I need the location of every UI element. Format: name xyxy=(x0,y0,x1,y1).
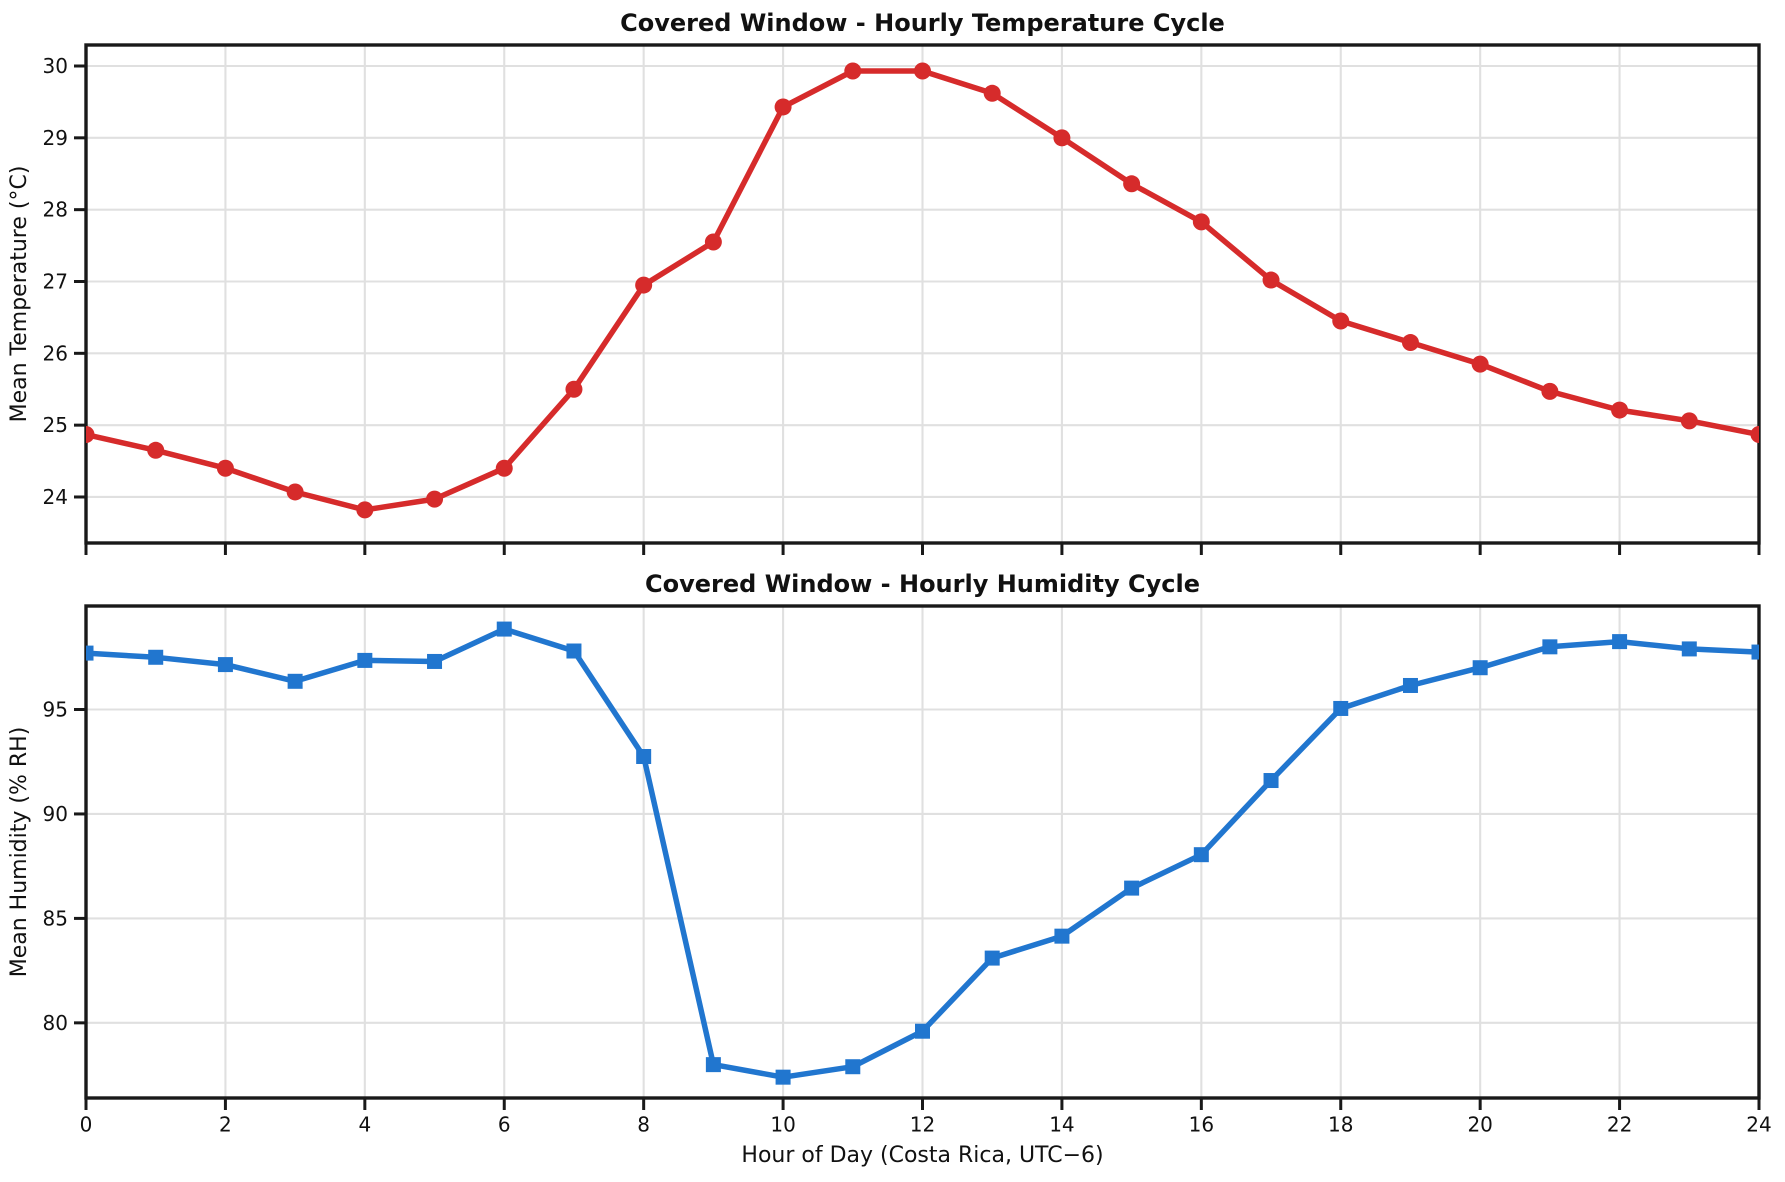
x-tick-labels: 0 2 4 6 8 10 12 14 16 18 20 22 24 xyxy=(80,1113,1772,1137)
humidity-data-point xyxy=(1612,634,1628,650)
x-tick-label: 24 xyxy=(1746,1113,1771,1137)
y-tick-label: 27 xyxy=(43,269,68,293)
temperature-data-point xyxy=(1262,271,1280,289)
y-tick-label: 85 xyxy=(43,906,68,930)
y-tick-label: 25 xyxy=(43,413,68,437)
x-tick-label: 4 xyxy=(358,1113,371,1137)
humidity-data-point xyxy=(1124,880,1140,896)
humidity-data-point xyxy=(357,652,373,668)
humidity-data-point xyxy=(1402,677,1418,693)
x-tick-label: 18 xyxy=(1328,1113,1353,1137)
temperature-data-point xyxy=(216,459,234,477)
x-tick-label: 10 xyxy=(770,1113,795,1137)
temperature-tick-marks xyxy=(74,64,1761,555)
y-tick-label: 28 xyxy=(43,198,68,222)
temperature-data-point xyxy=(774,98,792,116)
humidity-data-point xyxy=(1542,639,1558,655)
x-tick-label: 12 xyxy=(910,1113,935,1137)
temperature-data-point xyxy=(1471,355,1489,373)
y-tick-label: 80 xyxy=(43,1011,68,1035)
temperature-data-point xyxy=(1053,129,1071,147)
temperature-data-point xyxy=(86,425,95,443)
humidity-data-point xyxy=(427,653,443,669)
temperature-data-point xyxy=(286,483,304,501)
temperature-data-point xyxy=(1192,213,1210,231)
temperature-data-point xyxy=(495,459,513,477)
humidity-chart-title: Covered Window - Hourly Humidity Cycle xyxy=(645,570,1200,598)
x-tick-label: 14 xyxy=(1049,1113,1074,1137)
y-tick-label: 30 xyxy=(43,54,68,78)
humidity-y-tick-labels: 80 85 90 95 xyxy=(43,698,68,1035)
temperature-data-point xyxy=(1401,334,1419,352)
temperature-data-point xyxy=(1541,382,1559,400)
humidity-data-point xyxy=(1263,773,1279,789)
x-axis-label: Hour of Day (Costa Rica, UTC−6) xyxy=(741,1143,1103,1168)
temperature-chart: 24 25 26 27 28 29 30 Covered Window - Hourly T… xyxy=(7,9,1761,555)
humidity-data-point xyxy=(1751,644,1759,660)
temperature-data-point xyxy=(635,276,653,294)
humidity-y-axis-label: Mean Humidity (% RH) xyxy=(7,727,32,978)
temperature-data-point xyxy=(356,501,374,519)
humidity-data-point xyxy=(636,749,652,765)
temperature-y-axis-label: Mean Temperature (°C) xyxy=(7,166,32,423)
humidity-chart: 80 85 90 95 Covered Window - Hourly Humidit… xyxy=(7,570,1761,1110)
x-tick-label: 6 xyxy=(498,1113,511,1137)
x-tick-label: 22 xyxy=(1607,1113,1632,1137)
humidity-data-point xyxy=(915,1023,930,1039)
temperature-data-point xyxy=(704,233,722,251)
humidity-gridlines xyxy=(86,606,1759,1098)
temperature-data-point xyxy=(565,380,583,398)
temperature-chart-title: Covered Window - Hourly Temperature Cycl… xyxy=(620,9,1225,37)
humidity-data-point xyxy=(1472,660,1488,676)
temperature-gridlines xyxy=(86,45,1759,543)
humidity-data-point xyxy=(496,621,512,637)
humidity-plot-border xyxy=(84,604,1761,1100)
humidity-data-point xyxy=(1681,641,1697,657)
humidity-data-point xyxy=(1054,928,1070,944)
x-tick-label: 0 xyxy=(80,1113,93,1137)
x-tick-label: 2 xyxy=(219,1113,232,1137)
humidity-data-point xyxy=(705,1057,721,1073)
humidity-data-point xyxy=(775,1069,791,1085)
humidity-data-point xyxy=(86,645,94,661)
humidity-tick-marks xyxy=(74,708,1761,1110)
humidity-data-point xyxy=(984,950,1000,966)
temperature-data-point xyxy=(1680,412,1698,430)
humidity-data-point xyxy=(287,673,303,689)
x-tick-label: 20 xyxy=(1467,1113,1492,1137)
humidity-data-point xyxy=(1333,700,1349,716)
temperature-data-point xyxy=(844,62,862,80)
temperature-data-point xyxy=(914,62,931,80)
y-tick-label: 29 xyxy=(43,126,68,150)
temperature-data-point xyxy=(983,84,1001,102)
temperature-data-point xyxy=(426,490,444,508)
y-tick-label: 90 xyxy=(43,802,68,826)
x-tick-label: 8 xyxy=(637,1113,650,1137)
humidity-data-point xyxy=(845,1059,861,1075)
humidity-data-point xyxy=(566,643,582,659)
humidity-data-point xyxy=(217,657,233,673)
temperature-y-tick-labels: 24 25 26 27 28 29 30 xyxy=(43,54,68,509)
temperature-data-point xyxy=(1611,401,1629,419)
y-tick-label: 26 xyxy=(43,341,68,365)
humidity-series xyxy=(86,621,1759,1085)
y-tick-label: 24 xyxy=(43,485,68,509)
humidity-data-point xyxy=(148,649,164,665)
y-tick-label: 95 xyxy=(43,698,68,722)
temperature-data-point xyxy=(1123,175,1141,193)
temperature-data-point xyxy=(1332,312,1350,330)
temperature-data-point xyxy=(147,441,165,459)
temperature-plot-border xyxy=(84,43,1761,545)
temperature-series xyxy=(86,62,1759,519)
humidity-data-point xyxy=(1193,847,1209,863)
x-tick-label: 16 xyxy=(1189,1113,1214,1137)
temperature-data-point xyxy=(1750,425,1759,443)
